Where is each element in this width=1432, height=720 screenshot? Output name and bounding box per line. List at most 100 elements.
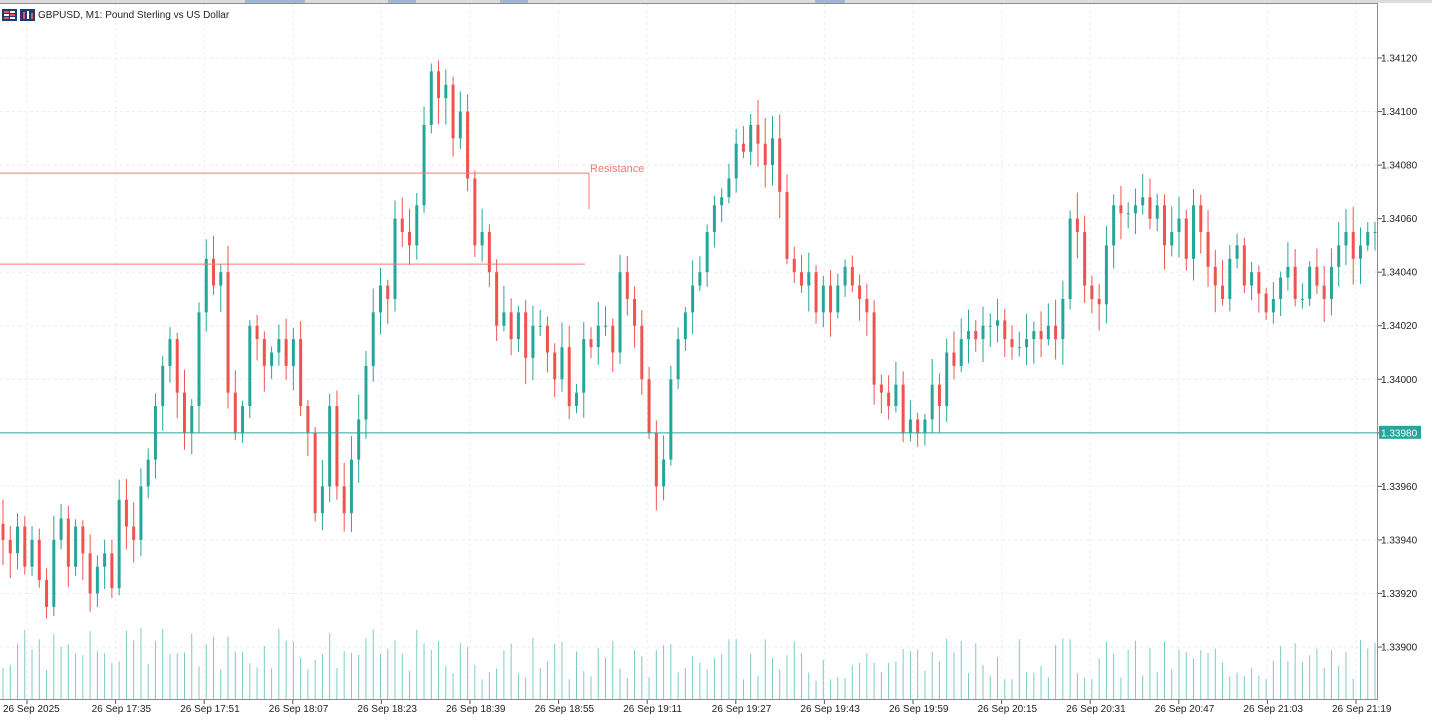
candle[interactable] (952, 331, 956, 380)
candle[interactable] (1271, 282, 1275, 324)
candle[interactable] (45, 568, 49, 619)
candle[interactable] (625, 255, 629, 316)
candle[interactable] (1221, 260, 1225, 306)
candle[interactable] (393, 200, 397, 312)
candle[interactable] (683, 306, 687, 351)
candle[interactable] (466, 94, 470, 192)
candle[interactable] (778, 114, 782, 218)
candle[interactable] (30, 526, 34, 576)
candle[interactable] (182, 369, 186, 450)
candle[interactable] (836, 273, 840, 319)
candle[interactable] (117, 479, 121, 596)
candle[interactable] (103, 539, 107, 589)
candle[interactable] (284, 318, 288, 380)
candle[interactable] (1054, 299, 1058, 360)
candle[interactable] (132, 502, 136, 563)
candle[interactable] (1017, 331, 1021, 357)
candle[interactable] (865, 283, 869, 336)
candle[interactable] (553, 343, 557, 398)
candle[interactable] (8, 526, 12, 579)
candle[interactable] (807, 252, 811, 312)
candle[interactable] (611, 318, 615, 372)
candle[interactable] (887, 375, 891, 420)
candle[interactable] (1090, 275, 1094, 314)
candle[interactable] (879, 374, 883, 414)
candle[interactable] (633, 286, 637, 348)
candle[interactable] (545, 316, 549, 373)
candle[interactable] (74, 519, 78, 576)
candle[interactable] (161, 355, 165, 431)
candle[interactable] (1170, 206, 1174, 257)
candle[interactable] (357, 394, 361, 483)
candle[interactable] (741, 126, 745, 159)
candle[interactable] (480, 208, 484, 262)
candle[interactable] (596, 301, 600, 365)
candle[interactable] (1250, 261, 1254, 301)
candle[interactable] (59, 504, 63, 550)
candle[interactable] (1366, 222, 1370, 251)
candle[interactable] (930, 358, 934, 434)
candle[interactable] (1315, 248, 1319, 295)
candle[interactable] (850, 255, 854, 293)
candle[interactable] (770, 115, 774, 186)
candle[interactable] (88, 534, 92, 612)
candle[interactable] (872, 300, 876, 405)
candle[interactable] (749, 114, 753, 166)
candle[interactable] (52, 515, 56, 617)
candle[interactable] (153, 393, 157, 479)
candle[interactable] (1003, 308, 1007, 357)
candle[interactable] (1199, 194, 1203, 254)
candle[interactable] (727, 163, 731, 204)
candle[interactable] (1192, 188, 1196, 281)
candle[interactable] (821, 275, 825, 328)
tab-indicator[interactable] (245, 0, 305, 3)
candle[interactable] (1046, 303, 1050, 346)
candle[interactable] (277, 324, 281, 366)
candle[interactable] (618, 254, 622, 364)
candle[interactable] (1148, 178, 1152, 230)
candle[interactable] (1025, 313, 1029, 365)
candle[interactable] (262, 331, 266, 392)
candle[interactable] (444, 69, 448, 125)
candle[interactable] (386, 279, 390, 325)
candle[interactable] (16, 513, 20, 570)
candle[interactable] (168, 327, 172, 383)
candle[interactable] (219, 264, 223, 313)
candle[interactable] (756, 100, 760, 167)
candle[interactable] (959, 318, 963, 372)
candle[interactable] (328, 393, 332, 503)
candle[interactable] (1235, 233, 1239, 269)
tab-indicator[interactable] (815, 0, 845, 3)
candle[interactable] (1097, 284, 1101, 331)
candle[interactable] (923, 413, 927, 446)
candle[interactable] (1184, 209, 1188, 271)
candle[interactable] (996, 299, 1000, 343)
candle[interactable] (1329, 248, 1333, 316)
candle[interactable] (371, 288, 375, 382)
candle[interactable] (299, 321, 303, 417)
candle[interactable] (669, 365, 673, 466)
candle[interactable] (175, 332, 179, 419)
candle[interactable] (1104, 226, 1108, 324)
candle[interactable] (654, 420, 658, 511)
candle[interactable] (233, 370, 237, 441)
candle[interactable] (1308, 261, 1312, 306)
candle[interactable] (320, 460, 324, 531)
candle[interactable] (124, 479, 128, 550)
candle[interactable] (1286, 242, 1290, 291)
candle[interactable] (908, 400, 912, 442)
candle[interactable] (458, 91, 462, 150)
candle[interactable] (1061, 280, 1065, 365)
candle[interactable] (1039, 311, 1043, 357)
candle[interactable] (1206, 209, 1210, 288)
candle[interactable] (81, 520, 85, 581)
candle[interactable] (516, 305, 520, 353)
candle[interactable] (1373, 221, 1377, 251)
candle[interactable] (197, 302, 201, 433)
candle[interactable] (937, 373, 941, 433)
candle[interactable] (785, 174, 789, 265)
candle[interactable] (212, 235, 216, 295)
candle[interactable] (531, 305, 535, 381)
candle[interactable] (502, 286, 506, 332)
candle[interactable] (792, 246, 796, 283)
